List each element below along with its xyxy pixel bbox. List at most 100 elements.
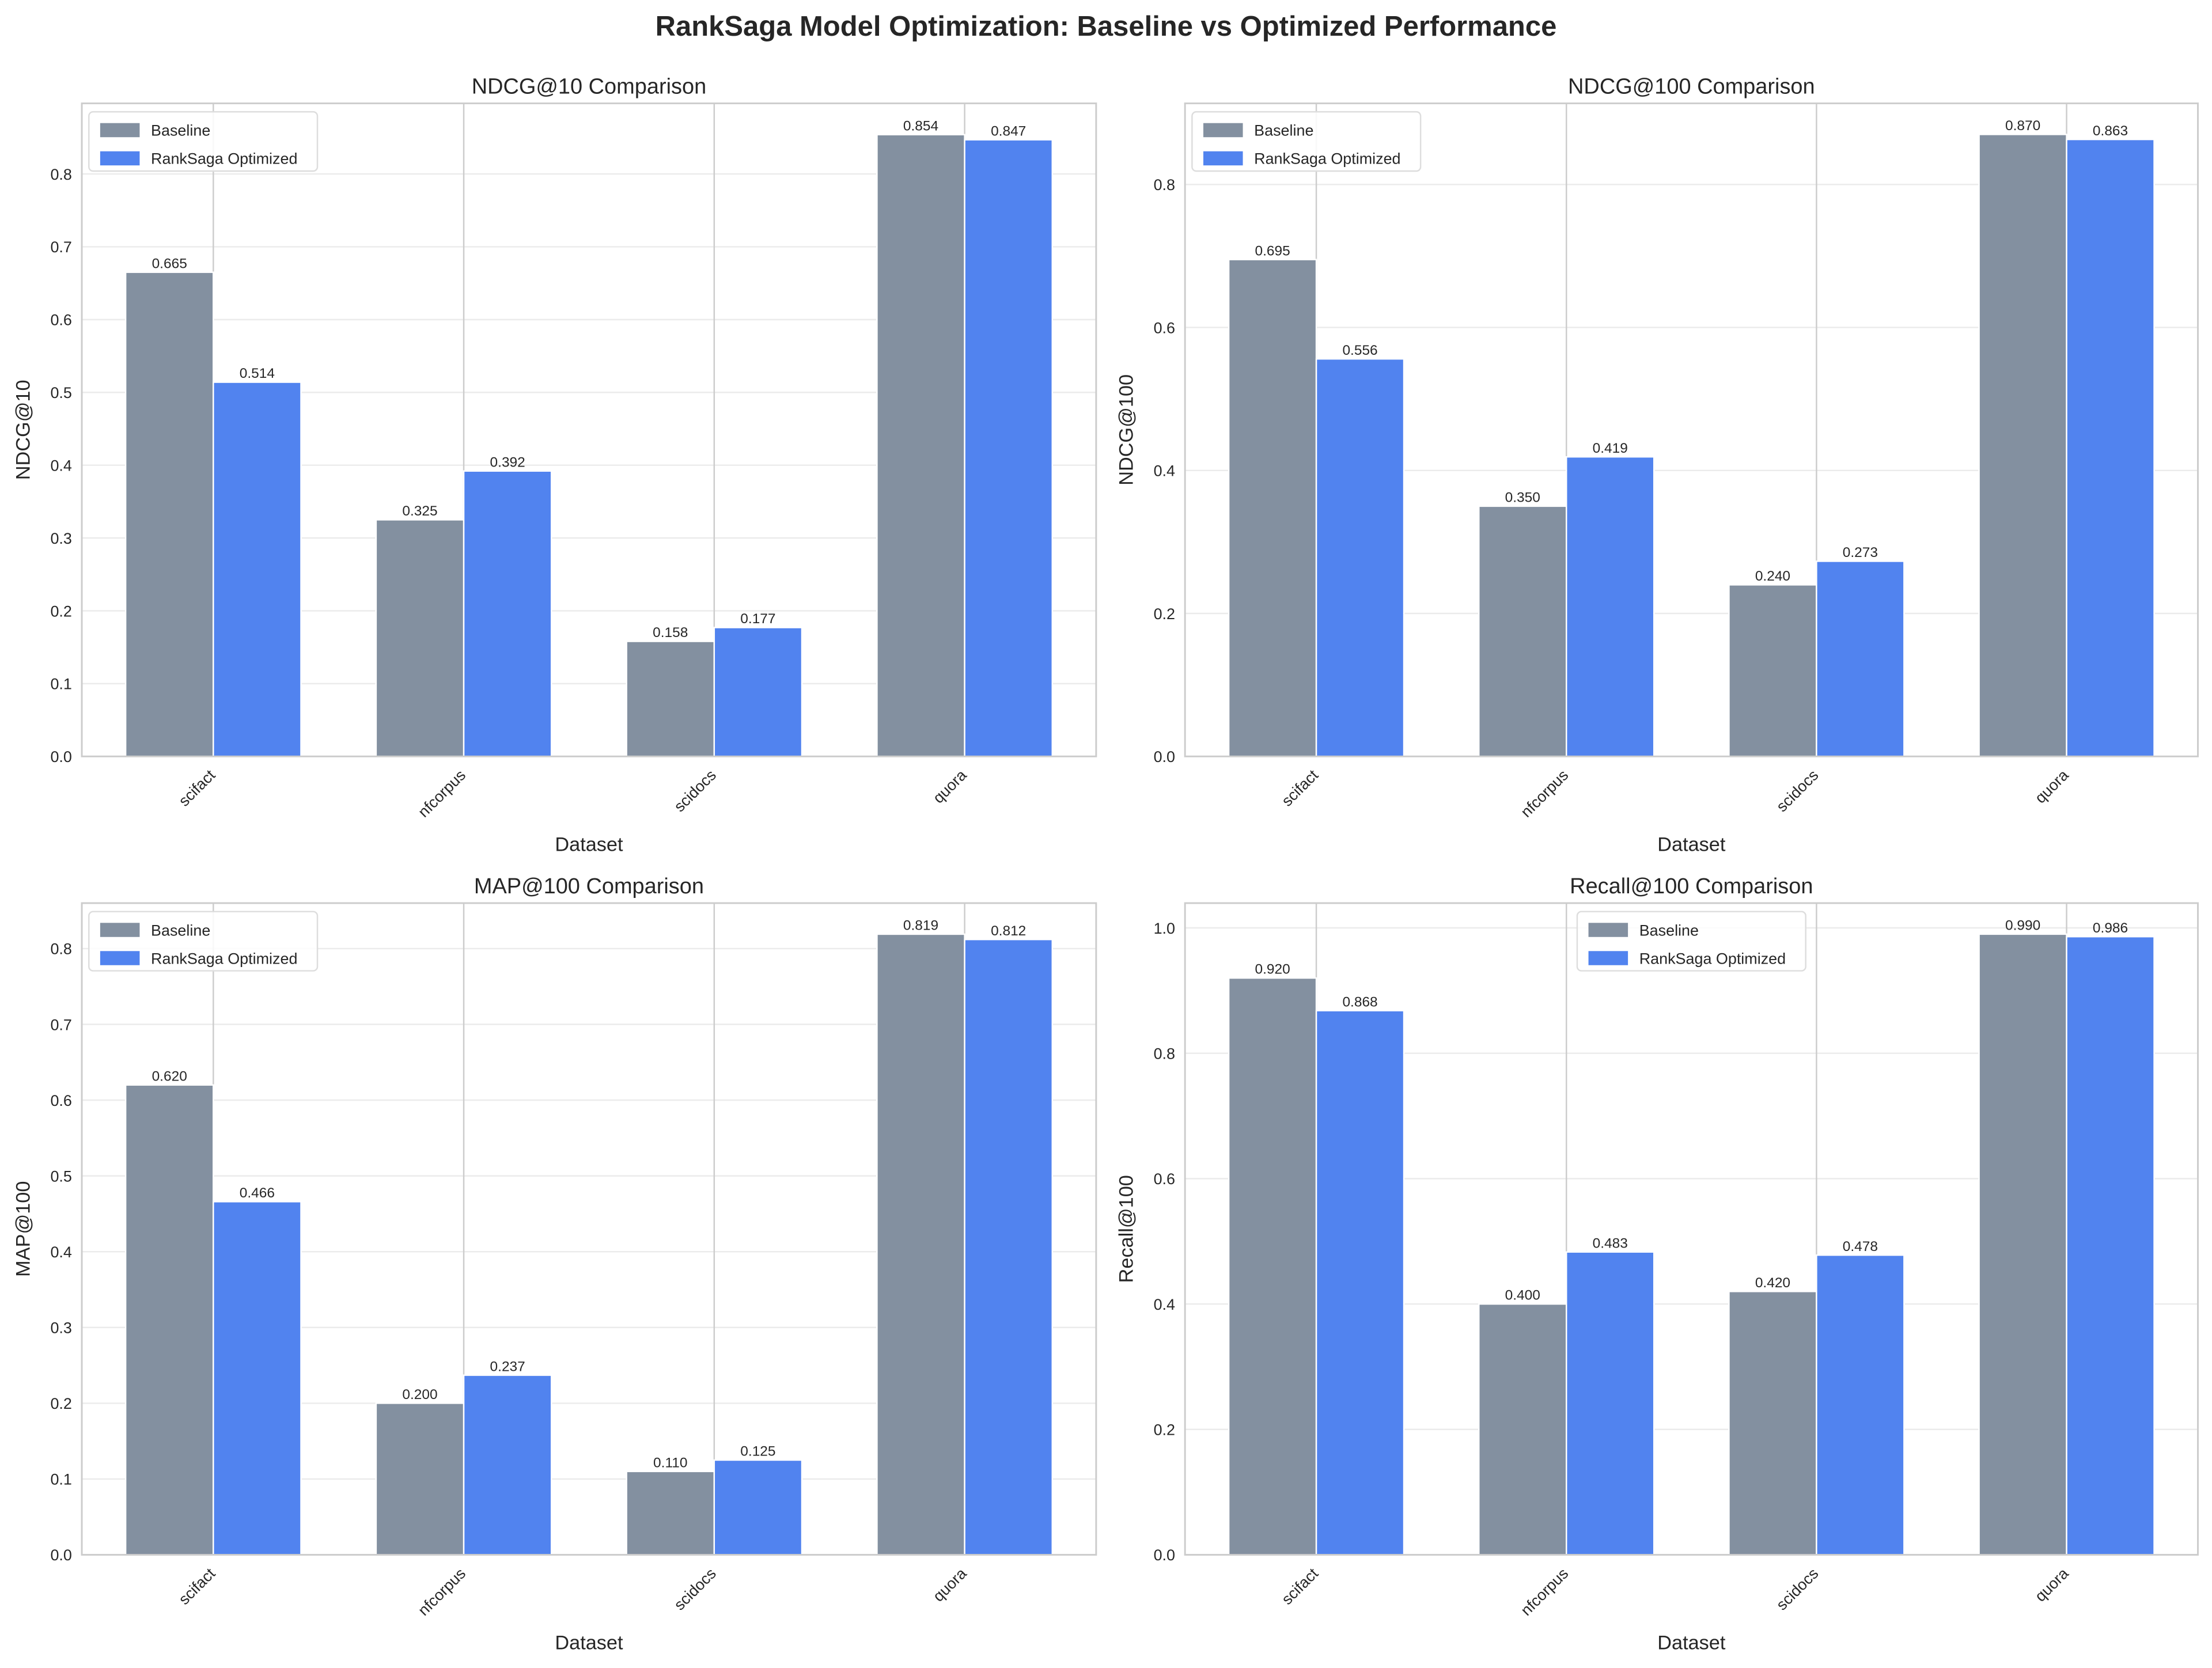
axes-frame	[81, 902, 1097, 1556]
bar-value-label: 0.556	[1342, 343, 1377, 358]
bar-optimized	[1566, 456, 1655, 757]
legend: Baseline RankSaga Optimized	[1576, 911, 1806, 972]
bar-baseline	[1728, 584, 1817, 757]
legend-label: RankSaga Optimized	[151, 950, 297, 967]
bar-optimized	[713, 1459, 803, 1556]
y-tick-label: 0.4	[50, 1244, 71, 1261]
y-tick-label: 0.5	[50, 1167, 71, 1185]
bar-value-label: 0.868	[1342, 994, 1377, 1010]
bar-baseline	[876, 933, 965, 1556]
y-axis-label: NDCG@10	[12, 380, 34, 480]
bar-value-label: 0.350	[1505, 490, 1540, 506]
bar-value-label: 0.125	[740, 1444, 775, 1459]
bar-value-label: 0.695	[1255, 243, 1290, 259]
y-tick-label: 0.1	[50, 676, 71, 693]
bar-baseline	[124, 271, 214, 757]
legend-swatch-optimized	[100, 951, 140, 965]
legend-label: RankSaga Optimized	[1254, 150, 1400, 168]
legend-swatch-baseline	[1203, 123, 1243, 138]
legend-swatch-baseline	[1588, 923, 1628, 937]
bar-optimized	[2066, 936, 2155, 1556]
legend-label: Baseline	[151, 922, 210, 939]
bar-optimized	[1816, 560, 1905, 757]
bar-value-label: 0.665	[152, 256, 187, 271]
x-axis-label: Dataset	[555, 833, 623, 855]
bar-optimized	[1566, 1251, 1655, 1556]
y-tick-label: 0.1	[50, 1471, 71, 1488]
y-tick-label: 0.0	[1154, 748, 1175, 765]
legend-box	[88, 111, 319, 172]
axes-frame	[1184, 102, 2199, 757]
bar-value-label: 0.237	[490, 1359, 525, 1374]
x-axis-label: Dataset	[1657, 1632, 1726, 1654]
legend-box	[1191, 111, 1422, 172]
y-tick-label: 0.7	[50, 238, 71, 256]
bar-value-label: 0.986	[2093, 920, 2128, 936]
y-axis-label: NDCG@100	[1116, 374, 1138, 486]
y-tick-label: 1.0	[1154, 920, 1175, 937]
bar-value-label: 0.110	[653, 1455, 687, 1470]
legend-label: Baseline	[1639, 922, 1699, 939]
legend-box	[88, 911, 319, 972]
bar-value-label: 0.420	[1755, 1275, 1790, 1291]
bar-value-label: 0.920	[1255, 962, 1290, 977]
y-tick-label: 0.8	[1154, 176, 1175, 194]
y-axis-label: Recall@100	[1116, 1175, 1138, 1283]
legend-label: Baseline	[151, 122, 210, 139]
bar-value-label: 0.863	[2093, 123, 2128, 139]
y-tick-label: 0.7	[50, 1016, 71, 1033]
bar-value-label: 0.478	[1843, 1239, 1878, 1254]
bar-optimized	[1315, 358, 1405, 757]
y-tick-label: 0.0	[50, 748, 71, 765]
legend-swatch-baseline	[100, 923, 140, 937]
y-tick-label: 0.5	[50, 384, 71, 401]
bar-value-label: 0.847	[991, 123, 1026, 139]
subplot-title: NDCG@100 Comparison	[1568, 74, 1815, 98]
bar-optimized	[1816, 1254, 1905, 1556]
bar-value-label: 0.620	[152, 1068, 187, 1084]
bar-value-label: 0.240	[1755, 568, 1790, 584]
legend-swatch-optimized	[1588, 951, 1628, 965]
x-axis-label: Dataset	[1657, 833, 1726, 855]
bar-value-label: 0.158	[653, 625, 688, 640]
bar-baseline	[1478, 505, 1567, 757]
y-tick-label: 0.8	[50, 166, 71, 183]
bar-value-label: 0.392	[490, 454, 525, 470]
subplot-title: Recall@100 Comparison	[1570, 874, 1813, 899]
bar-value-label: 0.466	[240, 1185, 275, 1201]
bar-value-label: 0.812	[991, 923, 1026, 939]
axes-frame	[81, 102, 1097, 757]
y-tick-label: 0.6	[1154, 1170, 1175, 1188]
bar-value-label: 0.854	[903, 118, 938, 134]
bar-value-label: 0.325	[402, 503, 437, 519]
bar-optimized	[213, 381, 302, 757]
bar-optimized	[1315, 1010, 1405, 1556]
bar-baseline	[1978, 134, 2067, 757]
legend-swatch-optimized	[100, 151, 140, 166]
y-tick-label: 0.3	[50, 1320, 71, 1337]
bar-baseline	[1228, 259, 1317, 757]
legend-label: RankSaga Optimized	[1639, 950, 1786, 967]
y-tick-label: 0.0	[50, 1546, 71, 1564]
figure-title: RankSaga Model Optimization: Baseline vs…	[656, 11, 1557, 42]
y-tick-label: 0.2	[1154, 605, 1175, 623]
subplot-title: NDCG@10 Comparison	[472, 74, 706, 98]
bar-baseline	[1228, 977, 1317, 1556]
bar-value-label: 0.200	[402, 1387, 437, 1402]
bar-value-label: 0.990	[2005, 918, 2040, 934]
bar-baseline	[1978, 933, 2067, 1556]
bar-optimized	[713, 627, 803, 757]
x-axis-label: Dataset	[555, 1632, 623, 1654]
bar-baseline	[1478, 1303, 1567, 1556]
legend-swatch-baseline	[100, 123, 140, 138]
legend-label: RankSaga Optimized	[151, 150, 297, 168]
bar-baseline	[375, 519, 465, 757]
y-axis-label: MAP@100	[12, 1181, 34, 1277]
bar-optimized	[463, 470, 552, 757]
legend: Baseline RankSaga Optimized	[88, 911, 319, 972]
y-tick-label: 0.4	[50, 457, 71, 474]
bar-optimized	[964, 139, 1053, 757]
